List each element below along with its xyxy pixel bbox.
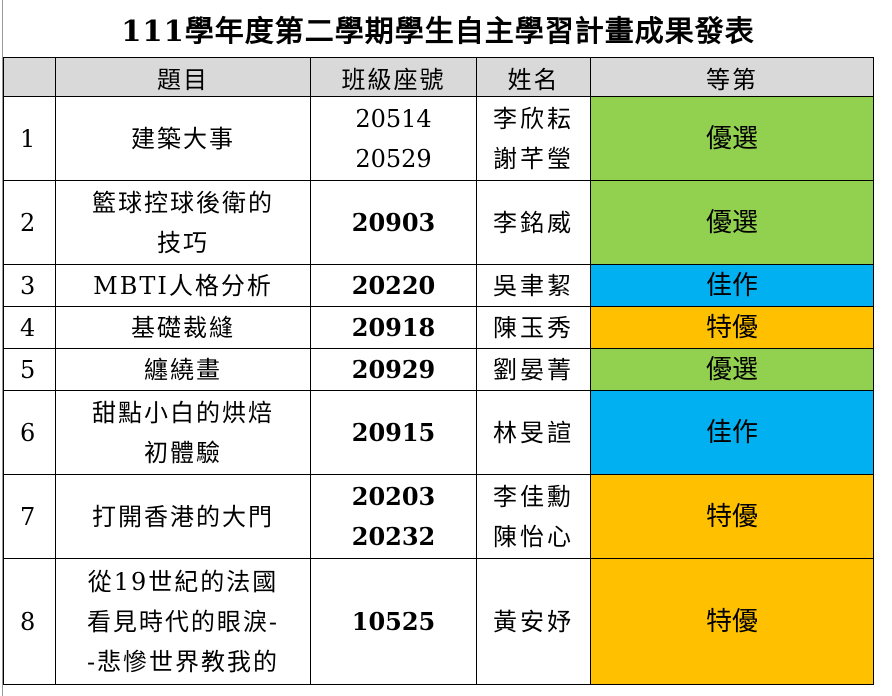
cell-topic[interactable]: 籃球控球後衛的 技巧 [55, 180, 311, 265]
cell-name[interactable]: 陳玉秀 [476, 306, 591, 349]
class-line: 20529 [355, 144, 432, 173]
cell-topic[interactable]: 打開香港的大門 [55, 474, 311, 559]
cell-no[interactable]: 5 [3, 348, 56, 391]
topic-line: 初體驗 [144, 438, 222, 467]
class-line: 20203 [351, 481, 436, 511]
cell-class[interactable]: 20915 [310, 390, 477, 475]
class-line: 10525 [351, 606, 436, 636]
header-name[interactable]: 姓名 [476, 57, 591, 97]
class-line: 20929 [351, 354, 436, 384]
results-table: 題目 班級座號 姓名 等第 1 建築大事 20514 20529 李欣耘 謝芊瑩 優選 2 籃球… [3, 57, 874, 685]
topic-line: -悲慘世界教我的 [86, 647, 280, 676]
cell-name[interactable]: 劉晏菁 [476, 348, 591, 391]
cell-no[interactable]: 7 [3, 474, 56, 559]
topic-line: 技巧 [157, 228, 209, 257]
table-row: 7 打開香港的大門 20203 20232 李佳勳陳怡心 特優 [3, 474, 874, 559]
cell-grade[interactable]: 特優 [590, 558, 874, 685]
cell-name[interactable]: 李佳勳 陳怡心 [476, 474, 591, 559]
class-line: 20232 [351, 521, 436, 551]
table-body: 1 建築大事 20514 20529 李欣耘 謝芊瑩 優選 2 籃球控球後衛的 技巧 20903 李銘… [3, 96, 874, 685]
cell-no[interactable]: 6 [3, 390, 56, 475]
cell-grade[interactable]: 特優 [590, 474, 874, 559]
name-line: 李欣耘 [493, 104, 574, 133]
table-row: 1 建築大事 20514 20529 李欣耘謝芊瑩 優選 [3, 96, 874, 181]
table-row: 8 從19世紀的法國 看見時代的眼淚- -悲慘世界教我的 10525 黃安妤 特優 [3, 558, 874, 685]
cell-topic[interactable]: 建築大事 [55, 96, 311, 181]
class-line: 20915 [351, 417, 436, 447]
page-title: 111學年度第二學期學生自主學習計畫成果發表 [121, 13, 755, 48]
name-line: 陳玉秀 [493, 313, 574, 342]
class-line: 20918 [351, 312, 436, 342]
header-no[interactable] [3, 57, 56, 97]
class-line: 20903 [351, 207, 436, 237]
cell-grade[interactable]: 佳作 [590, 390, 874, 475]
cell-topic[interactable]: 基礎裁縫 [55, 306, 311, 349]
cell-grade[interactable]: 優選 [590, 96, 874, 181]
spreadsheet: 111學年度第二學期學生自主學習計畫成果發表 題目 班級座號 姓名 等第 1 建築… [3, 0, 874, 685]
cell-class[interactable]: 10525 [310, 558, 477, 685]
cell-name[interactable]: 黃安妤 [476, 558, 591, 685]
cell-class[interactable]: 20929 [310, 348, 477, 391]
topic-line: 籃球控球後衛的 [92, 188, 274, 217]
cell-no[interactable]: 3 [3, 264, 56, 307]
cell-topic[interactable]: 甜點小白的烘焙 初體驗 [55, 390, 311, 475]
name-line: 吳聿絜 [493, 271, 574, 300]
name-line: 劉晏菁 [493, 355, 574, 384]
cell-name[interactable]: 吳聿絜 [476, 264, 591, 307]
cell-class[interactable]: 20903 [310, 180, 477, 265]
sheet-left-edge [2, 0, 3, 696]
cell-name[interactable]: 李銘威 [476, 180, 591, 265]
cell-class[interactable]: 20203 20232 [310, 474, 477, 559]
table-row: 6 甜點小白的烘焙 初體驗 20915 林旻諠 佳作 [3, 390, 874, 475]
class-line: 20220 [351, 270, 436, 300]
cell-class[interactable]: 20514 20529 [310, 96, 477, 181]
name-line: 李銘威 [493, 208, 574, 237]
cell-topic[interactable]: 纏繞畫 [55, 348, 311, 391]
name-line: 林旻諠 [493, 418, 574, 447]
topic-line: 從19世紀的法國 [87, 567, 279, 596]
name-line: 黃安妤 [493, 607, 574, 636]
cell-grade[interactable]: 優選 [590, 180, 874, 265]
cell-class[interactable]: 20220 [310, 264, 477, 307]
table-row: 5 纏繞畫 20929 劉晏菁 優選 [3, 348, 874, 391]
class-line: 20514 [355, 104, 432, 133]
cell-name[interactable]: 李欣耘 謝芊瑩 [476, 96, 591, 181]
cell-grade[interactable]: 佳作 [590, 264, 874, 307]
name-line: 李佳勳 [493, 482, 574, 511]
topic-line: 看見時代的眼淚- [86, 607, 280, 636]
topic-line: MBTI人格分析 [93, 271, 273, 300]
topic-line: 打開香港的大門 [92, 502, 274, 531]
table-row: 3 MBTI人格分析 20220 吳聿絜 佳作 [3, 264, 874, 307]
cell-no[interactable]: 8 [3, 558, 56, 685]
table-row: 2 籃球控球後衛的 技巧 20903 李銘威 優選 [3, 180, 874, 265]
topic-line: 建築大事 [131, 124, 235, 153]
cell-no[interactable]: 1 [3, 96, 56, 181]
cell-topic[interactable]: 從19世紀的法國 看見時代的眼淚- -悲慘世界教我的 [55, 558, 311, 685]
cell-class[interactable]: 20918 [310, 306, 477, 349]
cell-no[interactable]: 4 [3, 306, 56, 349]
cell-grade[interactable]: 特優 [590, 306, 874, 349]
cell-name[interactable]: 林旻諠 [476, 390, 591, 475]
topic-line: 基礎裁縫 [131, 313, 235, 342]
header-class[interactable]: 班級座號 [310, 57, 477, 97]
name-line: 陳怡心 [493, 522, 574, 551]
cell-no[interactable]: 2 [3, 180, 56, 265]
cell-topic[interactable]: MBTI人格分析 [55, 264, 311, 307]
topic-line: 甜點小白的烘焙 [92, 398, 274, 427]
header-row: 題目 班級座號 姓名 等第 [3, 57, 874, 97]
name-line: 謝芊瑩 [493, 144, 574, 173]
header-topic[interactable]: 題目 [55, 57, 311, 97]
header-grade[interactable]: 等第 [590, 57, 874, 97]
topic-line: 纏繞畫 [144, 355, 222, 384]
cell-grade[interactable]: 優選 [590, 348, 874, 391]
table-row: 4 基礎裁縫 20918 陳玉秀 特優 [3, 306, 874, 349]
